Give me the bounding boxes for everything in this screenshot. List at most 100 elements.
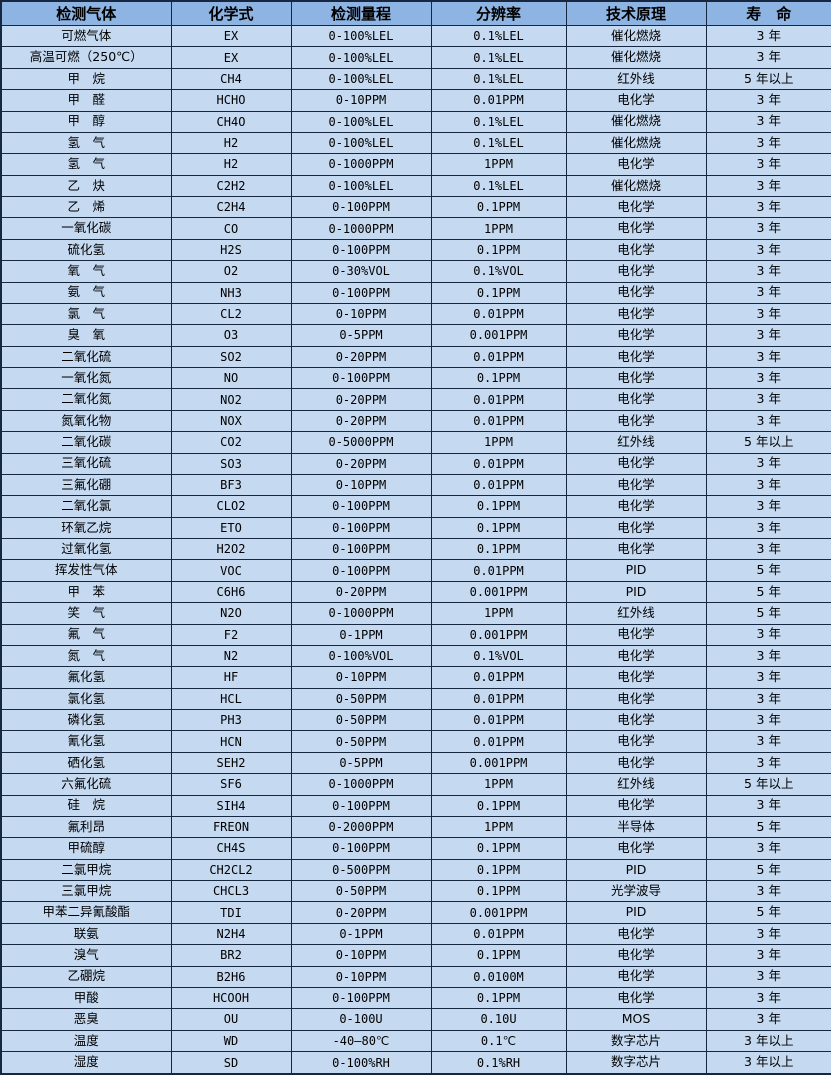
cell-formula: N2H4 [170,922,292,946]
table-row: 二氯甲烷 CH2CL2 0-500PPM 0.1PPM PID 5 年 [0,858,831,882]
cell-formula: CO2 [170,431,292,454]
cell-resolution: 0.1%LEL [430,24,567,48]
cell-principle: 电化学 [565,666,707,689]
cell-resolution: 1PPM [430,431,567,454]
cell-principle: 电化学 [565,238,707,262]
table-row: 甲 烷 CH4 0-100%LEL 0.1%LEL 红外线 5 年以上 [0,67,831,91]
table-row: 甲 醛 HCHO 0-10PPM 0.01PPM 电化学 3 年 [0,89,831,112]
table-row: 氨 气 NH3 0-100PPM 0.1PPM 电化学 3 年 [0,281,831,304]
cell-lifespan: 3 年 [705,837,831,860]
cell-gas-name: 恶臭 [0,1008,172,1031]
cell-principle: 电化学 [565,153,707,176]
cell-principle: 红外线 [565,67,707,91]
table-row: 温度 WD -40—80℃ 0.1℃ 数字芯片 3 年以上 [0,1029,831,1053]
cell-resolution: 0.1PPM [430,195,567,219]
cell-gas-name: 甲硫醇 [0,837,172,860]
cell-formula: CH4O [170,110,292,133]
cell-resolution: 0.1PPM [430,366,567,390]
cell-formula: WD [170,1029,292,1053]
cell-resolution: 0.001PPM [430,901,567,924]
cell-resolution: 0.1PPM [430,516,567,540]
cell-principle: 电化学 [565,986,707,1010]
cell-principle: 电化学 [565,837,707,860]
cell-gas-name: 氢 气 [0,153,172,176]
cell-lifespan: 3 年 [705,281,831,304]
table-row: 三氧化硫 SO3 0-20PPM 0.01PPM 电化学 3 年 [0,452,831,475]
cell-formula: PH3 [170,708,292,732]
cell-range: 0-5PPM [290,751,432,775]
cell-range: 0-100%RH [290,1051,432,1075]
cell-range: 0-20PPM [290,580,432,604]
cell-gas-name: 三氟化硼 [0,473,172,497]
cell-lifespan: 5 年 [705,815,831,839]
cell-range: 0-500PPM [290,858,432,882]
cell-resolution: 0.1PPM [430,837,567,860]
cell-formula: O3 [170,324,292,347]
cell-range: 0-10PPM [290,666,432,689]
cell-range: -40—80℃ [290,1029,432,1053]
cell-formula: HCL [170,687,292,711]
cell-range: 0-20PPM [290,452,432,475]
table-row: 二氧化氯 CLO2 0-100PPM 0.1PPM 电化学 3 年 [0,495,831,518]
table-row: 过氧化氢 H2O2 0-100PPM 0.1PPM 电化学 3 年 [0,537,831,561]
table-row: 氧 气 O2 0-30%VOL 0.1%VOL 电化学 3 年 [0,260,831,283]
cell-gas-name: 一氧化氮 [0,366,172,390]
cell-lifespan: 3 年 [705,238,831,262]
table-row: 甲 苯 C6H6 0-20PPM 0.001PPM PID 5 年 [0,580,831,604]
cell-principle: PID [565,559,707,582]
cell-lifespan: 3 年 [705,452,831,475]
cell-resolution: 0.10U [430,1008,567,1031]
cell-formula: H2 [170,153,292,176]
cell-resolution: 0.001PPM [430,324,567,347]
cell-resolution: 0.1PPM [430,794,567,817]
cell-lifespan: 5 年 [705,901,831,924]
cell-lifespan: 3 年 [705,1008,831,1031]
cell-gas-name: 氟化氢 [0,666,172,689]
cell-resolution: 0.1PPM [430,281,567,304]
cell-range: 0-100PPM [290,537,432,561]
cell-lifespan: 5 年 [705,559,831,582]
cell-range: 0-2000PPM [290,815,432,839]
cell-formula: HCOOH [170,986,292,1010]
table-row: 乙 烯 C2H4 0-100PPM 0.1PPM 电化学 3 年 [0,195,831,219]
table-row: 二氧化硫 SO2 0-20PPM 0.01PPM 电化学 3 年 [0,345,831,369]
cell-gas-name: 温度 [0,1029,172,1053]
table-row: 氮氧化物 NOX 0-20PPM 0.01PPM 电化学 3 年 [0,409,831,433]
header-row: 检测气体 化学式 检测量程 分辨率 技术原理 寿 命 [0,0,831,26]
cell-formula: HCHO [170,89,292,112]
cell-formula: BR2 [170,944,292,967]
cell-resolution: 0.01PPM [430,687,567,711]
cell-range: 0-20PPM [290,409,432,433]
cell-gas-name: 氧 气 [0,260,172,283]
cell-lifespan: 5 年 [705,580,831,604]
cell-lifespan: 3 年 [705,986,831,1010]
cell-principle: 半导体 [565,815,707,839]
cell-range: 0-50PPM [290,730,432,753]
cell-formula: NOX [170,409,292,433]
cell-formula: SF6 [170,773,292,796]
cell-lifespan: 3 年 [705,388,831,411]
cell-resolution: 0.1PPM [430,879,567,903]
cell-resolution: 0.1℃ [430,1029,567,1053]
cell-range: 0-100PPM [290,986,432,1010]
cell-gas-name: 甲 醇 [0,110,172,133]
cell-resolution: 0.1PPM [430,238,567,262]
cell-resolution: 0.01PPM [430,730,567,753]
cell-lifespan: 3 年 [705,131,831,155]
cell-formula: C2H2 [170,174,292,198]
cell-lifespan: 3 年 [705,666,831,689]
cell-principle: 电化学 [565,217,707,240]
cell-formula: NO [170,366,292,390]
cell-gas-name: 一氧化碳 [0,217,172,240]
cell-formula: H2S [170,238,292,262]
cell-formula: H2O2 [170,537,292,561]
table-row: 甲硫醇 CH4S 0-100PPM 0.1PPM 电化学 3 年 [0,837,831,860]
cell-formula: SO3 [170,452,292,475]
cell-range: 0-50PPM [290,879,432,903]
cell-principle: 电化学 [565,922,707,946]
cell-lifespan: 5 年 [705,602,831,625]
cell-range: 0-100PPM [290,195,432,219]
cell-gas-name: 氨 气 [0,281,172,304]
table-row: 挥发性气体 VOC 0-100PPM 0.01PPM PID 5 年 [0,559,831,582]
cell-lifespan: 3 年以上 [705,1029,831,1053]
